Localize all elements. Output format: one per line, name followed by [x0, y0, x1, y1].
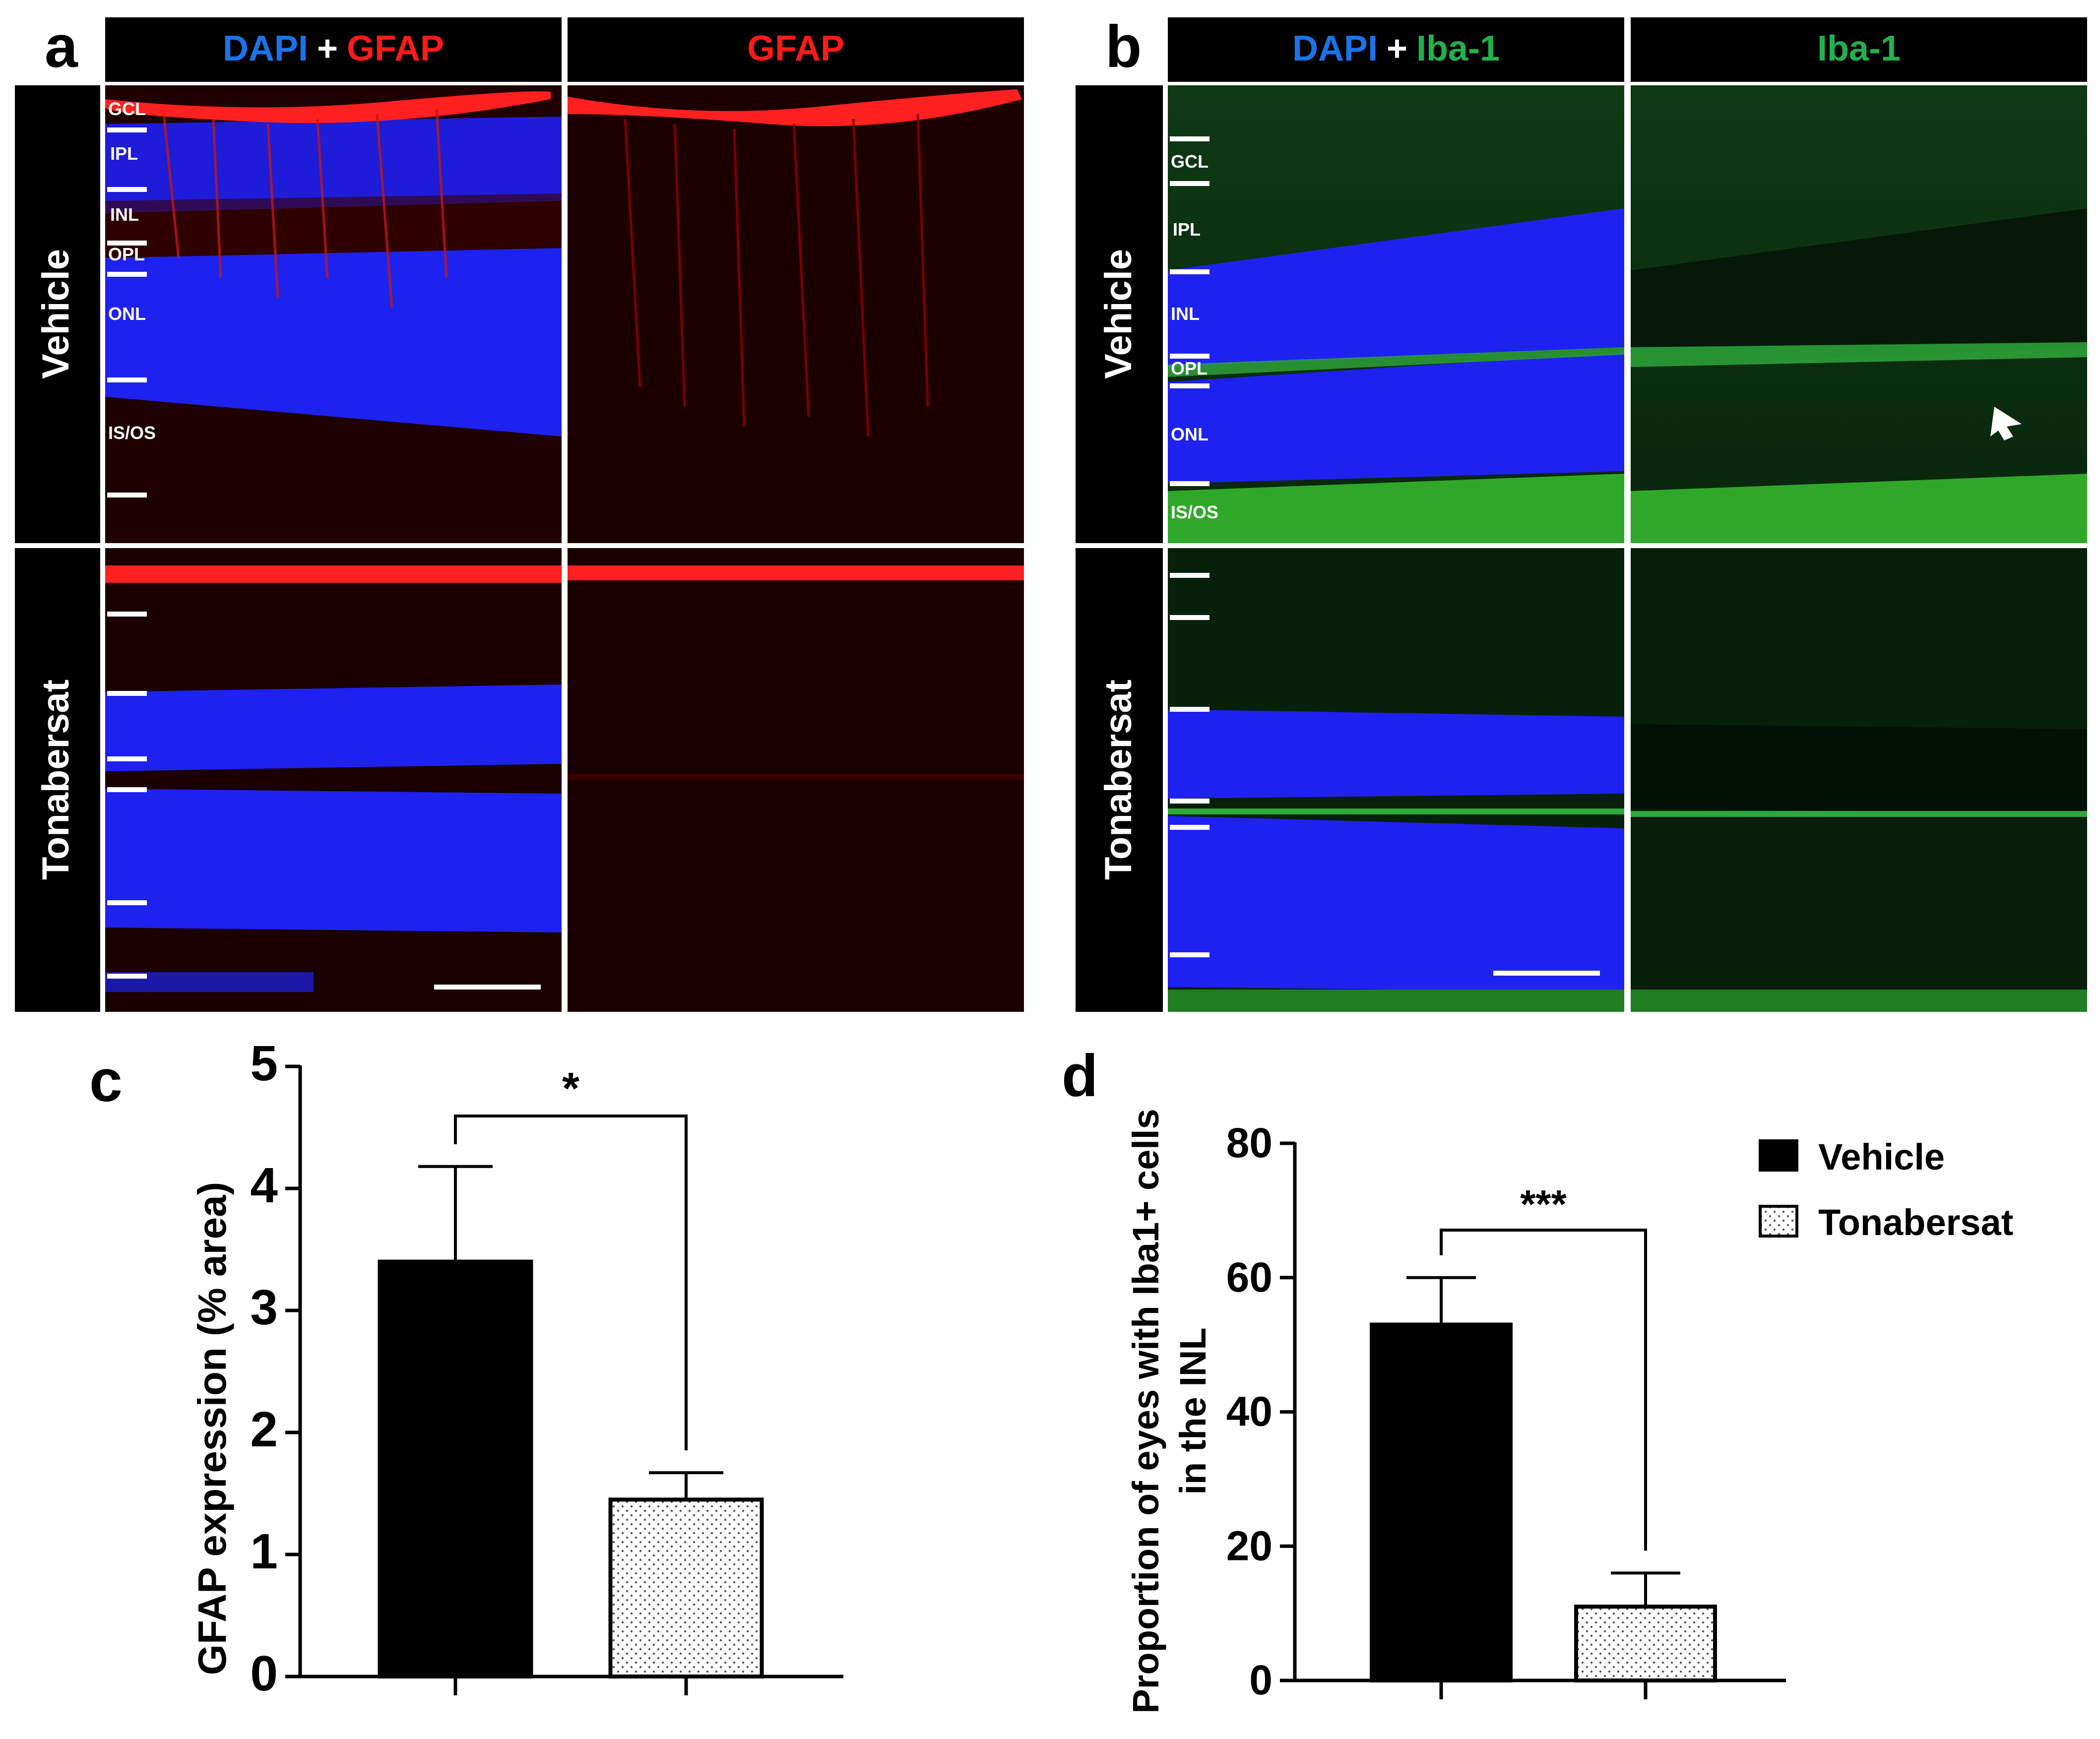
micrograph-b-tonabersat-iba1 [1631, 548, 2087, 1012]
legend-label-tonabersat: Tonabersat [1818, 1202, 2013, 1243]
panel-letter-b: b [1105, 13, 1142, 80]
header-bar-merge [105, 17, 562, 82]
header-merge-label: DAPI + GFAP [223, 29, 444, 68]
micrograph-a-tonabersat-merge [105, 548, 562, 1012]
svg-text:GCL: GCL [1171, 151, 1209, 172]
svg-text:IS/OS: IS/OS [1171, 502, 1218, 522]
y-tick-label: 20 [1226, 1522, 1273, 1569]
svg-text:GCL: GCL [108, 99, 146, 119]
panel-letter-a: a [45, 13, 78, 80]
y-tick-label: 1 [250, 1524, 278, 1579]
layer-labels-a: GCL IPL INL OPL ONL IS/OS [108, 99, 156, 443]
micrograph-b-vehicle-merge [1168, 85, 1624, 543]
y-axis-label-c: GFAP expression (% area) [190, 1182, 234, 1676]
row-label-box-tonabersat [15, 548, 100, 1012]
significance-bracket [454, 1115, 688, 1451]
header-gfap-label: GFAP [747, 29, 844, 68]
row-label-box-tonabersat-b [1076, 548, 1163, 1012]
panel-letter-d: d [1062, 1043, 1098, 1109]
row-label-vehicle: Vehicle [35, 249, 77, 379]
micrograph-b-vehicle-iba1 [1631, 85, 2087, 543]
row-label-tonabersat-b: Tonabersat [1097, 680, 1140, 880]
svg-text:OPL: OPL [1171, 358, 1208, 378]
y-tick-label: 5 [250, 1036, 278, 1091]
significance-bracket [1440, 1229, 1647, 1551]
svg-text:INL: INL [110, 204, 139, 225]
arrow-icon [1990, 407, 2022, 440]
panel-a: a DAPI + GFAP GFAP Vehicle Tonabersat [15, 13, 1024, 1012]
y-tick-label: 40 [1226, 1388, 1273, 1435]
svg-text:IPL: IPL [110, 143, 138, 164]
layer-labels-b: GCL IPL INL OPL ONL IS/OS [1171, 151, 1218, 522]
row-label-box-vehicle [15, 85, 100, 543]
y-axis-label-d-line2: in the INL [1172, 1327, 1213, 1494]
panel-c-chart: c GFAP expression (% area) 0 1 2 3 4 5 * [89, 1036, 843, 1701]
panel-d-chart: d Proportion of eyes with Iba1+ cells in… [1062, 1043, 2013, 1714]
header-bar-merge-b [1168, 17, 1624, 82]
svg-text:OPL: OPL [108, 244, 145, 264]
row-label-tonabersat: Tonabersat [35, 680, 77, 880]
y-tick-label: 80 [1226, 1119, 1273, 1166]
y-tick-label: 0 [250, 1646, 278, 1701]
header-bar-single-b [1631, 17, 2087, 82]
header-iba1-label: Iba-1 [1817, 29, 1901, 68]
y-tick-label: 0 [1249, 1657, 1273, 1703]
svg-text:IPL: IPL [1173, 219, 1201, 240]
y-tick-label: 2 [250, 1402, 278, 1457]
row-label-vehicle-b: Vehicle [1097, 249, 1140, 379]
legend-label-vehicle: Vehicle [1818, 1136, 1945, 1178]
micrograph-b-tonabersat-merge [1168, 548, 1624, 1012]
bar-vehicle [1370, 1322, 1513, 1682]
svg-text:ONL: ONL [1171, 424, 1209, 444]
scale-bar [434, 985, 541, 990]
panel-letter-c: c [89, 1048, 123, 1114]
micrograph-a-vehicle-gfap [568, 85, 1024, 543]
scale-bar-b [1493, 971, 1600, 976]
header-bar-single [568, 17, 1024, 82]
svg-text:INL: INL [1171, 304, 1200, 324]
y-tick-label: 4 [250, 1158, 278, 1213]
svg-text:ONL: ONL [108, 304, 146, 324]
y-tick-label: 60 [1226, 1254, 1273, 1301]
layer-ticks-a [107, 127, 147, 979]
bar-tonabersat [608, 1497, 764, 1679]
layer-ticks-b [1170, 136, 1209, 957]
svg-text:IS/OS: IS/OS [108, 423, 156, 443]
micrograph-a-tonabersat-gfap [568, 548, 1024, 1012]
y-axis-label-d-line1: Proportion of eyes with Iba1+ cells [1125, 1109, 1166, 1713]
y-tick-label: 3 [250, 1280, 278, 1335]
legend-swatch-vehicle [1759, 1139, 1798, 1172]
row-label-box-vehicle-b [1076, 85, 1163, 543]
legend: Vehicle Tonabersat [1759, 1136, 2013, 1243]
bar-tonabersat [1574, 1605, 1717, 1682]
micrograph-a-vehicle-merge [105, 85, 562, 543]
significance-marker: * [562, 1064, 579, 1114]
legend-swatch-tonabersat [1759, 1205, 1798, 1238]
significance-marker: *** [1520, 1182, 1567, 1226]
bar-vehicle [378, 1259, 533, 1679]
header-merge-label-b: DAPI + Iba-1 [1292, 29, 1500, 68]
panel-b: b DAPI + Iba-1 Iba-1 Vehicle Tonabersat [1076, 13, 2087, 1012]
